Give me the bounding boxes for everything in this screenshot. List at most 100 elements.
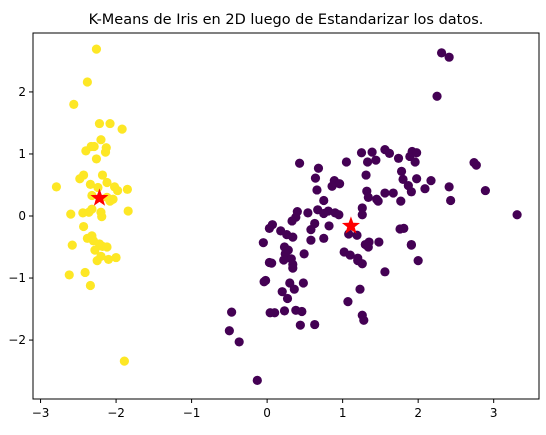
data-point: [66, 209, 76, 219]
data-point: [102, 242, 112, 252]
data-point: [259, 277, 269, 287]
data-point: [420, 184, 430, 194]
data-point: [282, 293, 293, 304]
data-point: [264, 223, 274, 234]
data-point: [105, 118, 115, 129]
data-point: [357, 259, 367, 269]
data-point: [412, 174, 422, 184]
data-point: [288, 232, 298, 242]
points-layer: [51, 44, 522, 385]
data-point: [289, 284, 299, 294]
data-point: [100, 147, 111, 157]
data-point: [306, 235, 316, 245]
data-point: [90, 245, 100, 255]
data-point: [343, 297, 353, 307]
data-point: [112, 185, 123, 196]
data-point: [356, 148, 367, 158]
data-point: [94, 118, 105, 129]
data-point: [327, 181, 337, 191]
data-point: [388, 188, 398, 198]
data-point: [374, 237, 384, 247]
data-point: [89, 141, 99, 152]
data-point: [393, 153, 404, 163]
x-tick-label: −1: [183, 406, 201, 420]
data-point: [444, 52, 454, 62]
x-tick-label: 2: [414, 406, 422, 420]
y-tick-label: 2: [18, 85, 26, 99]
y-tick-label: −2: [8, 333, 26, 347]
data-point: [312, 185, 322, 195]
y-tick-label: −1: [8, 271, 26, 285]
data-point: [297, 306, 307, 317]
data-point: [111, 252, 121, 263]
data-point: [279, 306, 290, 316]
data-point: [436, 48, 447, 58]
data-point: [85, 179, 95, 189]
data-point: [264, 257, 274, 268]
data-point: [371, 155, 381, 165]
data-point: [310, 173, 321, 183]
data-point: [310, 319, 320, 330]
data-point: [398, 174, 408, 184]
data-point: [319, 195, 329, 206]
data-point: [319, 233, 329, 243]
data-point: [363, 192, 373, 202]
data-point: [295, 320, 305, 330]
data-point: [367, 147, 377, 157]
data-point: [406, 240, 416, 250]
data-point: [380, 188, 390, 198]
data-point: [288, 263, 298, 273]
data-point: [97, 170, 108, 180]
data-point: [117, 124, 127, 134]
data-point: [224, 326, 234, 336]
data-point: [446, 195, 456, 206]
data-point: [384, 148, 395, 158]
data-point: [363, 242, 373, 252]
data-point: [69, 99, 79, 109]
data-point: [357, 203, 367, 213]
data-point: [399, 223, 409, 234]
data-point: [80, 267, 90, 278]
data-point: [319, 208, 329, 219]
data-point: [469, 158, 479, 168]
data-point: [396, 166, 407, 176]
data-point: [270, 308, 280, 318]
data-point: [102, 177, 112, 188]
plot-area-frame: [32, 32, 540, 400]
data-point: [406, 187, 416, 197]
data-point: [298, 278, 308, 288]
data-point: [412, 148, 422, 158]
x-axis: −3 −2 −1 0 1 2 3: [32, 399, 498, 420]
data-point: [79, 221, 89, 232]
data-point: [357, 210, 367, 220]
data-point: [362, 157, 373, 167]
chart-title: K-Means de Iris en 2D luego de Estandari…: [89, 12, 484, 28]
data-point: [324, 221, 334, 231]
data-point: [277, 287, 287, 297]
centroid-star-0: [90, 188, 109, 206]
data-point: [85, 280, 95, 291]
data-point: [341, 157, 352, 167]
data-point: [234, 337, 244, 347]
data-point: [105, 196, 115, 206]
data-point: [396, 196, 406, 206]
data-point: [512, 210, 522, 220]
data-point: [426, 176, 436, 186]
data-point: [361, 170, 371, 180]
data-point: [279, 255, 289, 265]
data-point: [227, 307, 237, 317]
data-point: [103, 254, 114, 265]
data-point: [334, 210, 344, 220]
x-tick-label: 0: [263, 406, 271, 420]
data-point: [410, 157, 420, 167]
data-point: [299, 249, 309, 259]
centroid-star-1: [341, 216, 360, 234]
data-point: [287, 216, 297, 226]
data-point: [258, 238, 268, 248]
data-point: [67, 240, 77, 250]
data-point: [294, 158, 305, 168]
x-tick-label: 3: [490, 406, 498, 420]
data-point: [122, 184, 132, 194]
data-point: [413, 256, 423, 266]
